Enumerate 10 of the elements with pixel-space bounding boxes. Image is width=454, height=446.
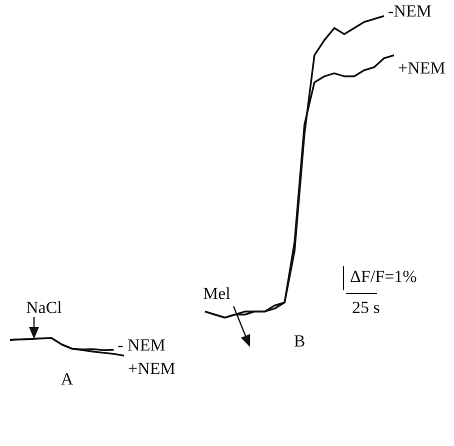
annotation: Mel <box>203 284 230 303</box>
annotation: ΔF/F=1% <box>350 267 417 286</box>
text: A <box>60 369 74 388</box>
series-label: +NEM <box>128 359 176 378</box>
series-label: +NEM <box>398 58 446 78</box>
series-label: - NEM <box>118 335 166 354</box>
text: NaCl <box>26 298 62 317</box>
annotation: 25 s <box>352 298 380 317</box>
text: B <box>294 331 306 350</box>
series-label: -NEM <box>388 1 432 20</box>
